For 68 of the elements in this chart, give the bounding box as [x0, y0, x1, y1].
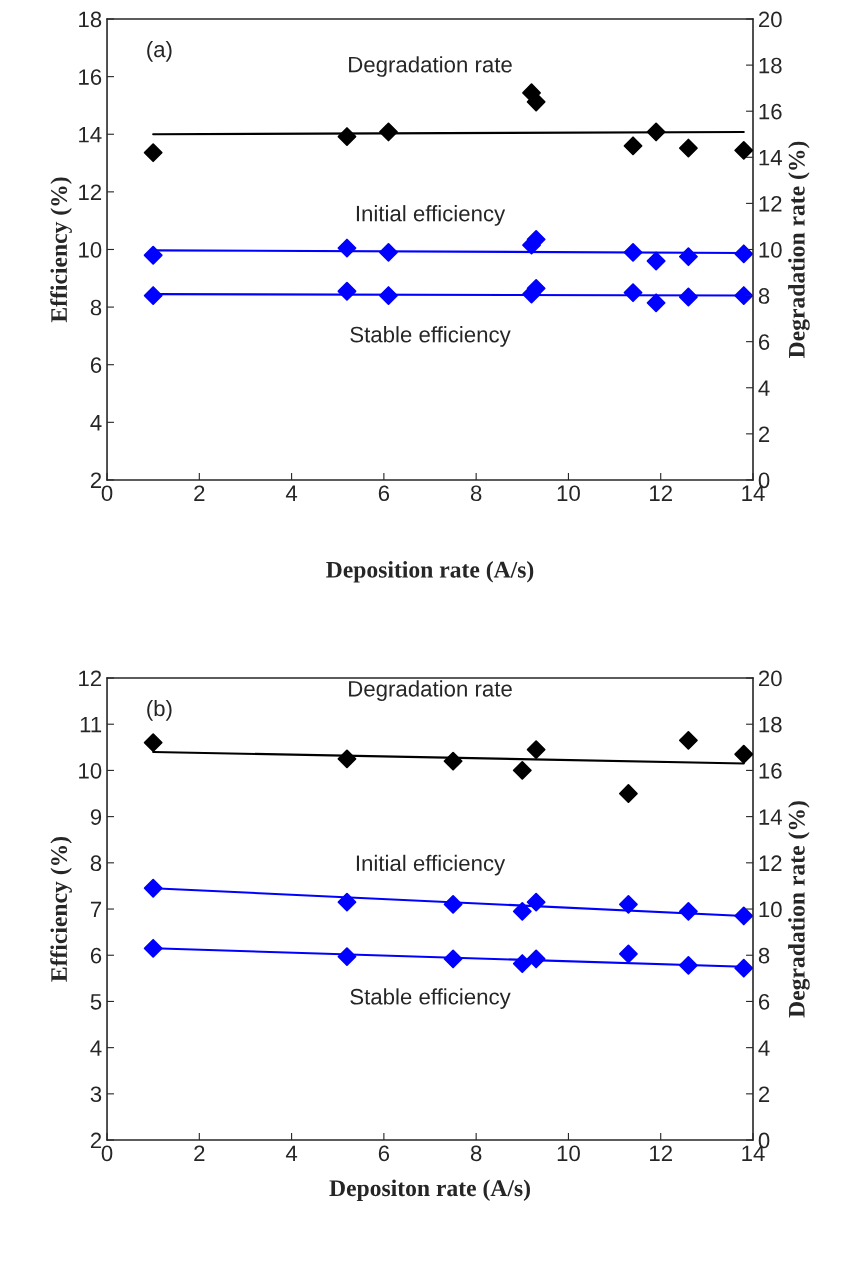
y-tick-label: 12	[79, 670, 102, 687]
y-axis-title: Efficiency (%)	[50, 177, 72, 323]
y-tick-label: 6	[90, 947, 102, 964]
y-tick-label: 2	[90, 472, 102, 488]
annotation: (a)	[147, 40, 172, 62]
y-tick-label: 5	[90, 994, 102, 1010]
y-tick-label: 16	[79, 69, 102, 85]
y-axis-title: Efficiency (%)	[50, 836, 72, 982]
series-label: Initial efficiency	[356, 205, 506, 226]
y2-tick-label: 12	[759, 195, 782, 212]
y2-tick-label: 8	[758, 947, 770, 964]
x-axis-title: Deposition rate (A/s)	[326, 561, 534, 583]
y-tick-label: 3	[90, 1086, 102, 1103]
y2-axis-title: Degradation rate (%)	[788, 801, 810, 1018]
y-tick-label: 11	[80, 716, 102, 733]
x-tick-label: 8	[470, 1145, 482, 1162]
y-tick-label: 7	[90, 901, 102, 918]
y-tick-label: 4	[90, 1040, 102, 1056]
y-tick-label: 2	[90, 1132, 102, 1149]
series-label: Stable efficiency	[350, 326, 511, 347]
x-tick-label: 0	[101, 485, 113, 502]
y-tick-label: 10	[79, 762, 102, 779]
series-label: Stable efficiency	[350, 988, 511, 1009]
x-tick-label: 0	[101, 1145, 113, 1162]
x-tick-label: 4	[285, 485, 298, 501]
y2-tick-label: 20	[758, 11, 782, 28]
x-tick-label: 12	[650, 1145, 672, 1162]
y2-tick-label: 10	[759, 242, 782, 258]
y2-tick-label: 6	[758, 993, 770, 1010]
y2-tick-label: 14	[759, 809, 782, 825]
y2-tick-label: 10	[759, 901, 782, 918]
y-tick-label: 8	[90, 855, 102, 872]
y2-tick-label: 2	[758, 1086, 770, 1102]
y2-tick-label: 12	[759, 855, 782, 871]
y-tick-label: 4	[90, 415, 102, 431]
text: Degradation rate	[349, 680, 512, 702]
x-tick-label: 2	[194, 1145, 205, 1162]
y2-tick-label: 4	[758, 380, 770, 396]
y2-tick-label: 4	[758, 1040, 770, 1056]
y2-tick-label: 2	[758, 426, 770, 442]
y-tick-label: 18	[79, 11, 102, 28]
y-tick-label: 8	[90, 299, 102, 316]
y-tick-label: 10	[79, 242, 102, 258]
y-tick-label: 6	[90, 357, 102, 373]
y2-tick-label: 16	[759, 103, 782, 120]
x-tick-label: 4	[285, 1145, 298, 1162]
y2-tick-label: 18	[759, 716, 782, 733]
text: Degradation rate	[349, 56, 512, 77]
series-label: Initial efficiency	[356, 854, 506, 876]
y2-tick-label: 14	[759, 150, 782, 166]
x-tick-label: 12	[650, 485, 672, 501]
x-tick-label: 8	[470, 485, 482, 502]
x-tick-label: 6	[378, 1145, 390, 1162]
y-tick-label: 9	[90, 809, 102, 825]
x-tick-label: 6	[378, 485, 390, 502]
y2-tick-label: 16	[759, 762, 782, 779]
y2-axis-title: Degradation rate (%)	[788, 141, 810, 358]
x-axis-title: Depositon rate (A/s)	[329, 1179, 530, 1201]
x-tick-label: 10	[557, 485, 580, 502]
x-tick-label: 10	[557, 1145, 580, 1162]
y2-tick-label: 18	[759, 57, 782, 74]
y2-tick-label: 6	[758, 334, 770, 350]
y-tick-label: 12	[79, 184, 102, 200]
y2-tick-label: 8	[758, 288, 770, 304]
y2-tick-label: 20	[758, 670, 782, 687]
x-tick-label: 2	[194, 485, 205, 501]
y-tick-label: 14	[79, 127, 102, 143]
annotation: (b)	[147, 699, 172, 721]
